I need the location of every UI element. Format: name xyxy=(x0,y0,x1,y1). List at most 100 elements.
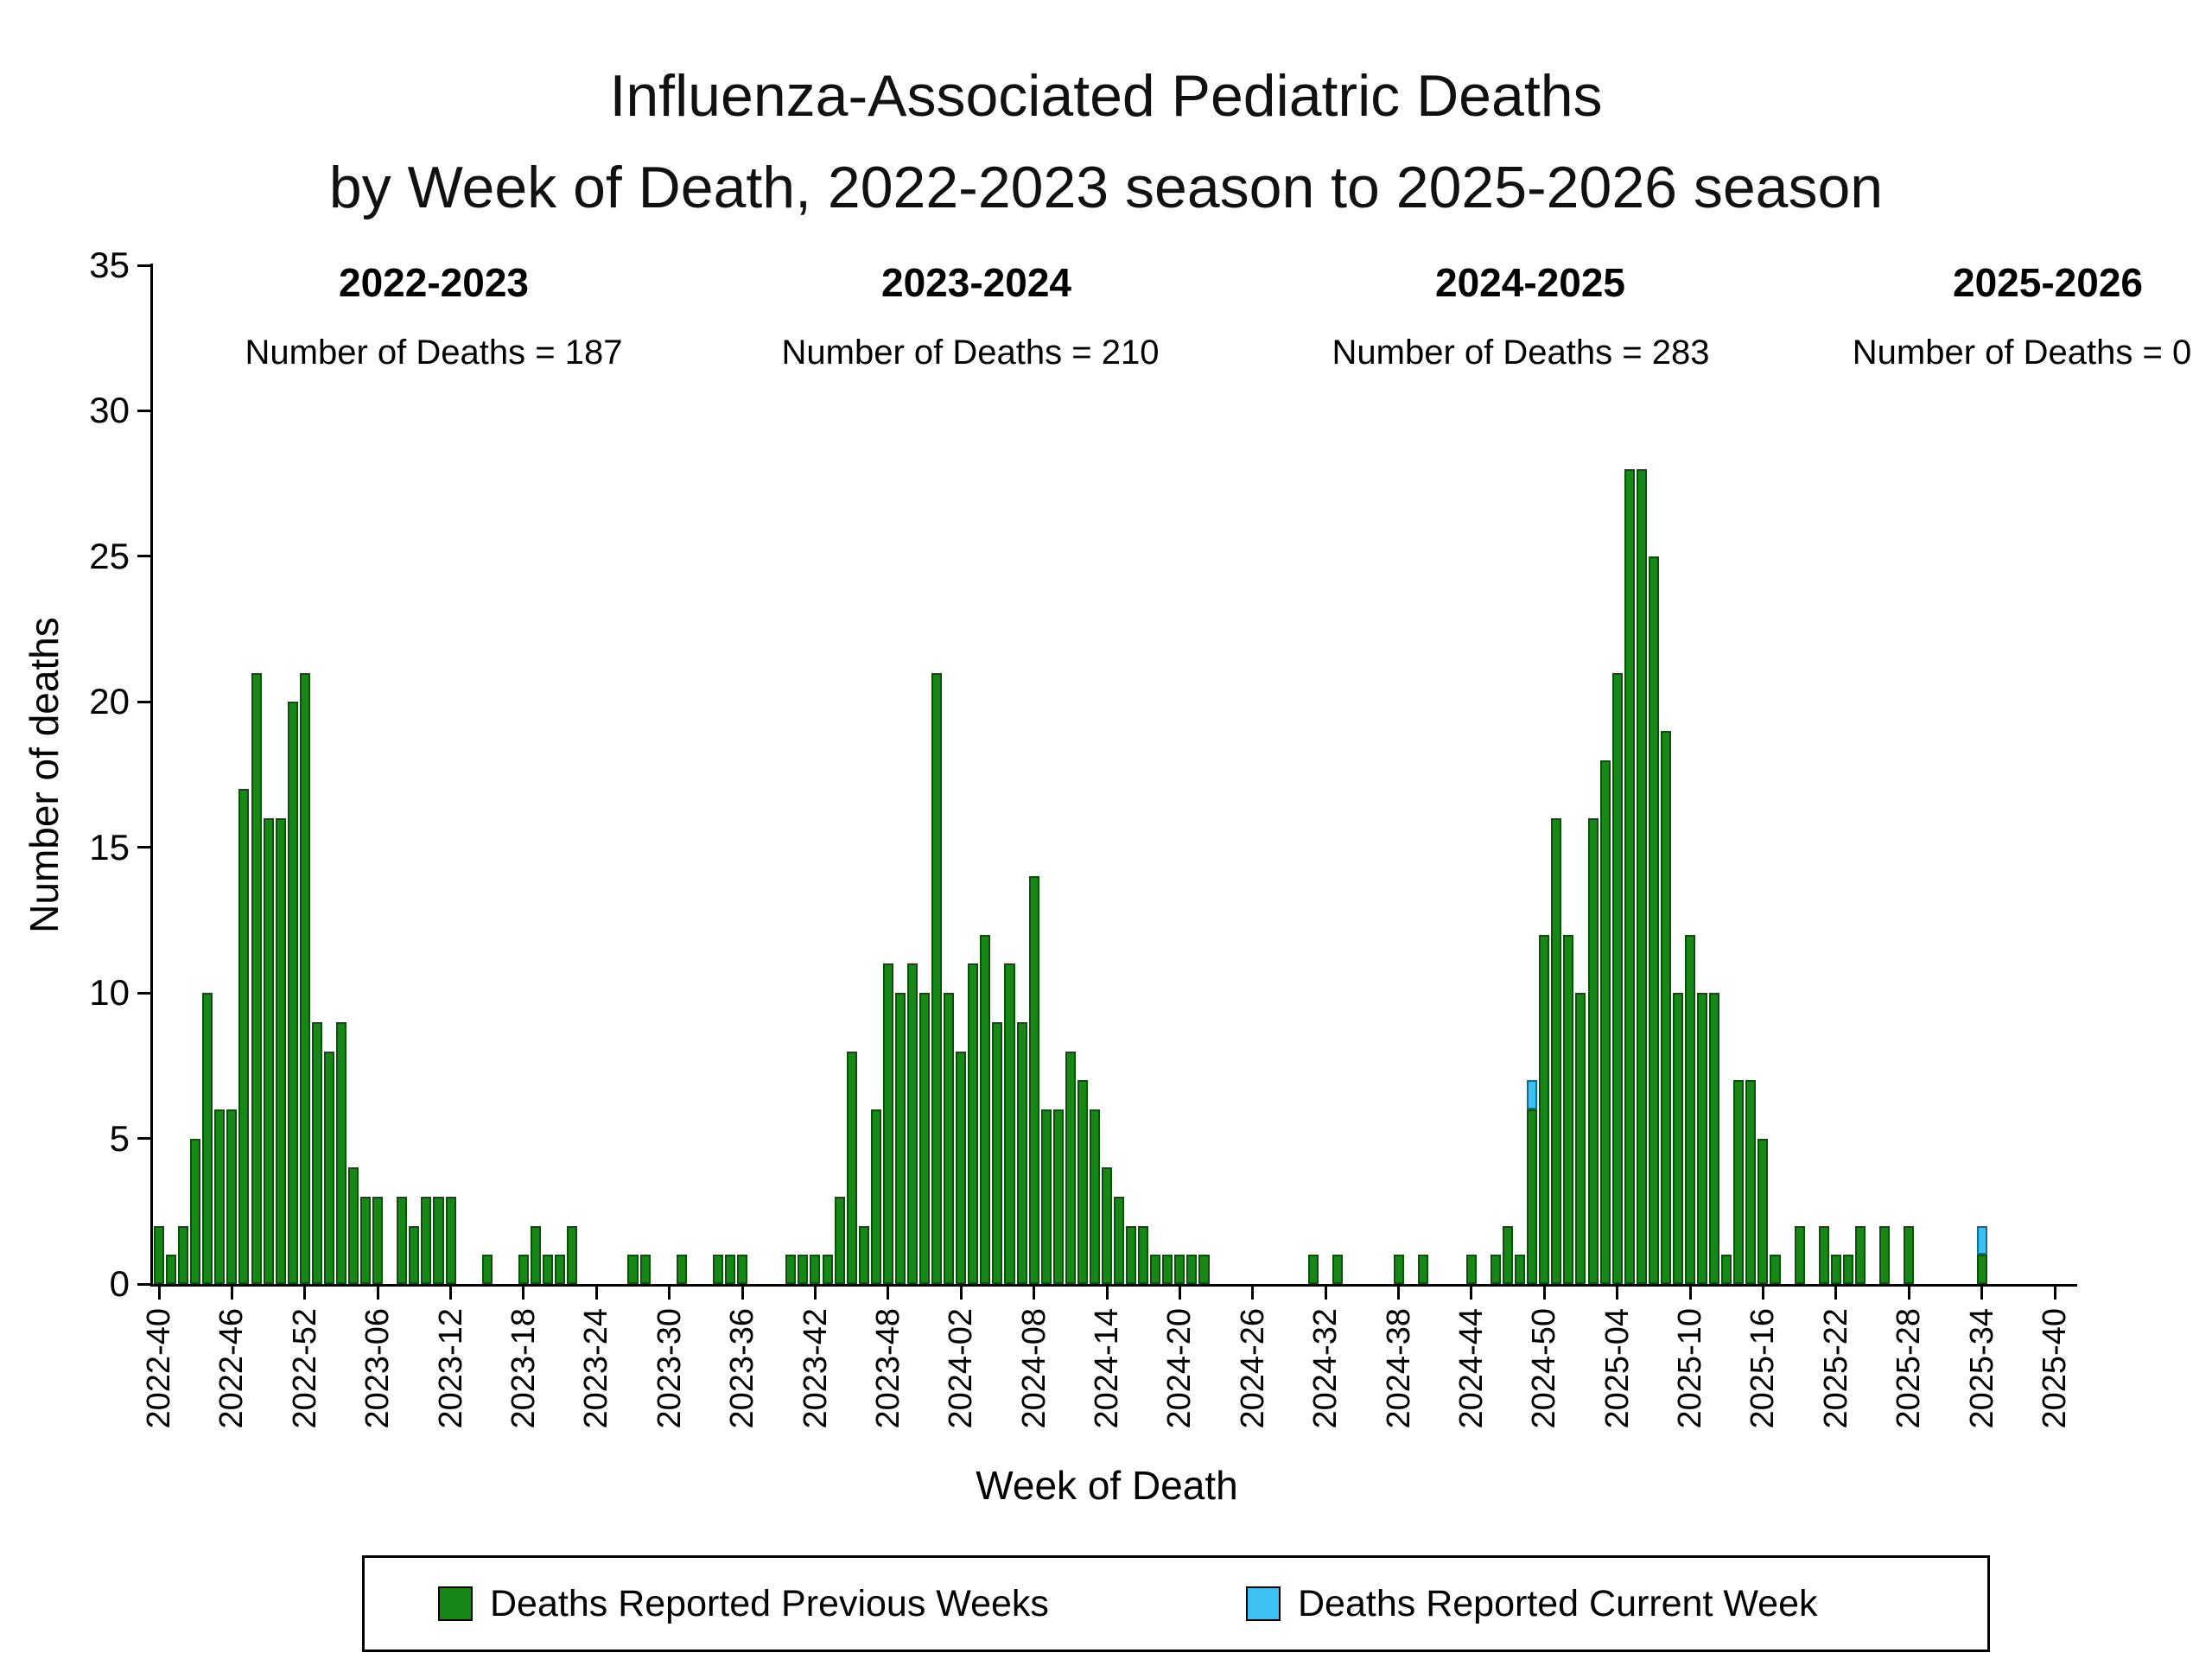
bar-previous-weeks xyxy=(1186,1255,1198,1284)
bar-current-week xyxy=(1527,1080,1538,1109)
bar-previous-weeks xyxy=(944,993,955,1284)
y-tick-mark xyxy=(137,700,150,703)
bar-previous-weeks xyxy=(1879,1225,1891,1284)
legend-entry-previous-weeks: Deaths Reported Previous Weeks xyxy=(438,1558,1049,1649)
bar-previous-weeks xyxy=(1733,1080,1745,1284)
bar-previous-weeks xyxy=(202,993,213,1284)
x-tick-label: 2024-08 xyxy=(1015,1308,1052,1429)
x-tick-label: 2025-34 xyxy=(1963,1308,2000,1429)
bar-previous-weeks xyxy=(238,789,250,1284)
bar-previous-weeks xyxy=(543,1255,554,1284)
bar-previous-weeks xyxy=(530,1225,542,1284)
bar-previous-weeks xyxy=(1563,934,1574,1284)
chart-title-line1: Influenza-Associated Pediatric Deaths xyxy=(609,63,1603,129)
x-tick-mark xyxy=(1834,1287,1838,1300)
x-tick-mark xyxy=(594,1287,598,1300)
bar-previous-weeks xyxy=(1198,1255,1210,1284)
x-tick-mark xyxy=(1178,1287,1181,1300)
bar-previous-weeks xyxy=(1685,934,1696,1284)
bar-previous-weeks xyxy=(1794,1225,1805,1284)
bar-previous-weeks xyxy=(676,1255,687,1284)
bar-previous-weeks xyxy=(1551,818,1562,1284)
x-tick-label: 2025-28 xyxy=(1891,1308,1928,1429)
bar-previous-weeks xyxy=(1830,1255,1841,1284)
bar-previous-weeks xyxy=(1624,468,1635,1284)
bar-previous-weeks xyxy=(919,993,931,1284)
bar-previous-weeks xyxy=(1393,1255,1404,1284)
bar-previous-weeks xyxy=(518,1255,529,1284)
bar-previous-weeks xyxy=(1308,1255,1319,1284)
bar-previous-weeks xyxy=(1089,1109,1100,1284)
bar-previous-weeks xyxy=(154,1225,165,1284)
x-tick-mark xyxy=(230,1287,233,1300)
bar-previous-weeks xyxy=(968,963,979,1284)
x-tick-mark xyxy=(959,1287,963,1300)
x-tick-label: 2022-40 xyxy=(141,1308,177,1429)
bar-previous-weeks xyxy=(1575,993,1586,1284)
bar-previous-weeks xyxy=(1162,1255,1173,1284)
bar-previous-weeks xyxy=(1672,993,1683,1284)
x-tick-mark xyxy=(1251,1287,1255,1300)
legend: Deaths Reported Previous Weeks Deaths Re… xyxy=(362,1555,1990,1652)
x-tick-label: 2024-14 xyxy=(1089,1308,1125,1429)
bar-previous-weeks xyxy=(1465,1255,1477,1284)
bar-previous-weeks xyxy=(409,1225,420,1284)
bar-previous-weeks xyxy=(1138,1225,1149,1284)
bar-previous-weeks xyxy=(1842,1255,1853,1284)
bar-previous-weeks xyxy=(1016,1021,1027,1284)
x-tick-label: 2025-10 xyxy=(1672,1308,1709,1429)
y-tick-label: 25 xyxy=(89,535,130,576)
plot-area xyxy=(153,265,2061,1284)
green-square-icon xyxy=(438,1586,473,1621)
bar-previous-weeks xyxy=(1599,760,1611,1284)
bar-previous-weeks xyxy=(1697,993,1708,1284)
x-tick-label: 2024-38 xyxy=(1380,1308,1417,1429)
legend-label-current-week: Deaths Reported Current Week xyxy=(1298,1582,1818,1624)
bar-previous-weeks xyxy=(1052,1109,1064,1284)
x-tick-label: 2025-04 xyxy=(1599,1308,1636,1429)
bar-previous-weeks xyxy=(1587,818,1599,1284)
x-tick-mark xyxy=(449,1287,453,1300)
y-tick-label: 15 xyxy=(89,826,130,868)
bar-previous-weeks xyxy=(1503,1225,1514,1284)
bar-previous-weeks xyxy=(323,1051,334,1284)
x-tick-label: 2023-18 xyxy=(505,1308,542,1429)
x-tick-mark xyxy=(668,1287,671,1300)
bar-previous-weeks xyxy=(275,818,286,1284)
bar-previous-weeks xyxy=(1174,1255,1185,1284)
x-tick-label: 2023-30 xyxy=(651,1308,688,1429)
bar-previous-weeks xyxy=(956,1051,967,1284)
bar-previous-weeks xyxy=(397,1196,408,1284)
bar-previous-weeks xyxy=(834,1196,845,1284)
bar-previous-weeks xyxy=(846,1051,857,1284)
x-tick-mark xyxy=(1105,1287,1109,1300)
bar-previous-weeks xyxy=(1515,1255,1526,1284)
x-tick-label: 2023-06 xyxy=(359,1308,397,1429)
x-tick-label: 2023-12 xyxy=(432,1308,469,1429)
y-tick-mark xyxy=(137,1282,150,1286)
bar-previous-weeks xyxy=(906,963,918,1284)
x-tick-mark xyxy=(887,1287,890,1300)
bar-previous-weeks xyxy=(639,1255,651,1284)
bar-previous-weeks xyxy=(627,1255,639,1284)
bar-current-week xyxy=(1976,1225,1987,1255)
legend-label-previous-weeks: Deaths Reported Previous Weeks xyxy=(490,1582,1049,1624)
x-tick-mark xyxy=(1688,1287,1692,1300)
bar-previous-weeks xyxy=(348,1167,359,1284)
bar-previous-weeks xyxy=(481,1255,493,1284)
bar-previous-weeks xyxy=(1721,1255,1732,1284)
season-label-2025-2026: 2025-2026 xyxy=(1953,260,2143,305)
legend-entry-current-week: Deaths Reported Current Week xyxy=(1246,1558,1818,1649)
bar-previous-weeks xyxy=(1709,993,1720,1284)
x-tick-label: 2025-40 xyxy=(2037,1308,2073,1429)
bar-previous-weeks xyxy=(798,1255,809,1284)
season-count-2023-2024: Number of Deaths = 210 xyxy=(781,334,1160,372)
bar-previous-weeks xyxy=(1101,1167,1113,1284)
x-tick-label: 2024-02 xyxy=(943,1308,980,1429)
bar-previous-weeks xyxy=(1745,1080,1757,1284)
x-tick-label: 2023-24 xyxy=(578,1308,615,1429)
bar-previous-weeks xyxy=(214,1109,226,1284)
x-tick-label: 2023-36 xyxy=(724,1308,761,1429)
x-tick-mark xyxy=(522,1287,525,1300)
y-tick-label: 10 xyxy=(89,972,130,1014)
